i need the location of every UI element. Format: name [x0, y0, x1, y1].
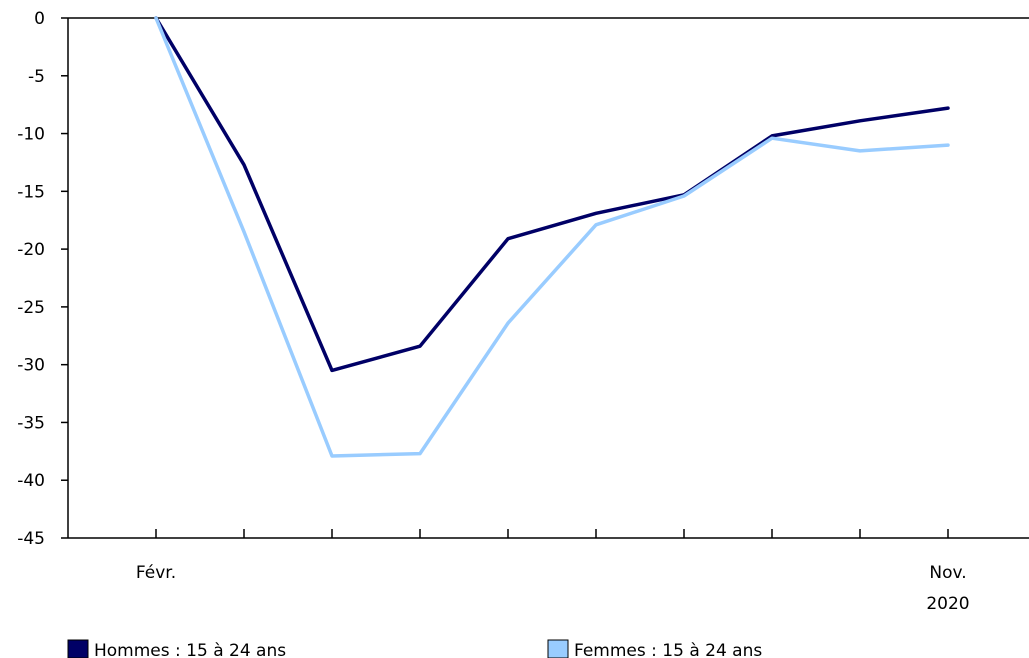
y-tick-label: -35: [17, 413, 45, 433]
data-point: [682, 194, 686, 198]
data-point: [946, 143, 950, 147]
data-point: [330, 454, 334, 458]
data-point: [594, 212, 598, 215]
x-tick-label: Févr.: [136, 563, 176, 583]
legend-swatch: [67, 639, 89, 658]
series-line-hommes: [154, 16, 950, 373]
data-point: [770, 136, 774, 140]
y-tick-label: -20: [17, 240, 45, 260]
y-tick-label: -5: [28, 67, 45, 87]
y-tick-label: -10: [17, 125, 45, 145]
data-point: [418, 344, 422, 348]
data-point: [242, 230, 246, 233]
x-tick-sublabel: 2020: [926, 594, 969, 614]
data-point: [330, 369, 334, 372]
y-tick-label: -15: [17, 182, 45, 202]
data-point: [946, 106, 950, 110]
x-axis: Févr. Nov. 2020: [68, 17, 1029, 614]
data-point: [154, 16, 158, 20]
data-point: [242, 163, 246, 166]
data-point: [506, 237, 510, 240]
series-line-femmes: [154, 16, 950, 458]
y-tick-label: -30: [17, 356, 45, 376]
y-tick-label: -25: [17, 298, 45, 318]
x-tick-label: Nov.: [929, 563, 966, 583]
data-point: [858, 119, 862, 123]
data-point: [506, 321, 510, 325]
y-tick-label: -40: [17, 471, 45, 491]
y-tick-label: 0: [34, 9, 45, 29]
legend-label: Femmes : 15 à 24 ans: [574, 641, 762, 658]
legend-swatch: [547, 639, 569, 658]
data-point: [418, 452, 422, 455]
data-point: [770, 134, 774, 138]
data-point: [594, 223, 598, 227]
legend: Hommes : 15 à 24 ans Femmes : 15 à 24 ans: [67, 639, 762, 658]
data-point: [858, 149, 862, 153]
series-lines: [154, 16, 950, 458]
legend-label: Hommes : 15 à 24 ans: [94, 641, 286, 658]
legend-item: Femmes : 15 à 24 ans: [547, 639, 762, 658]
y-tick-label: -45: [17, 529, 45, 549]
y-axis: 0 -5 -10 -15 -20 -25 -30 -35 -40 -45: [17, 9, 69, 549]
legend-item: Hommes : 15 à 24 ans: [67, 639, 286, 658]
